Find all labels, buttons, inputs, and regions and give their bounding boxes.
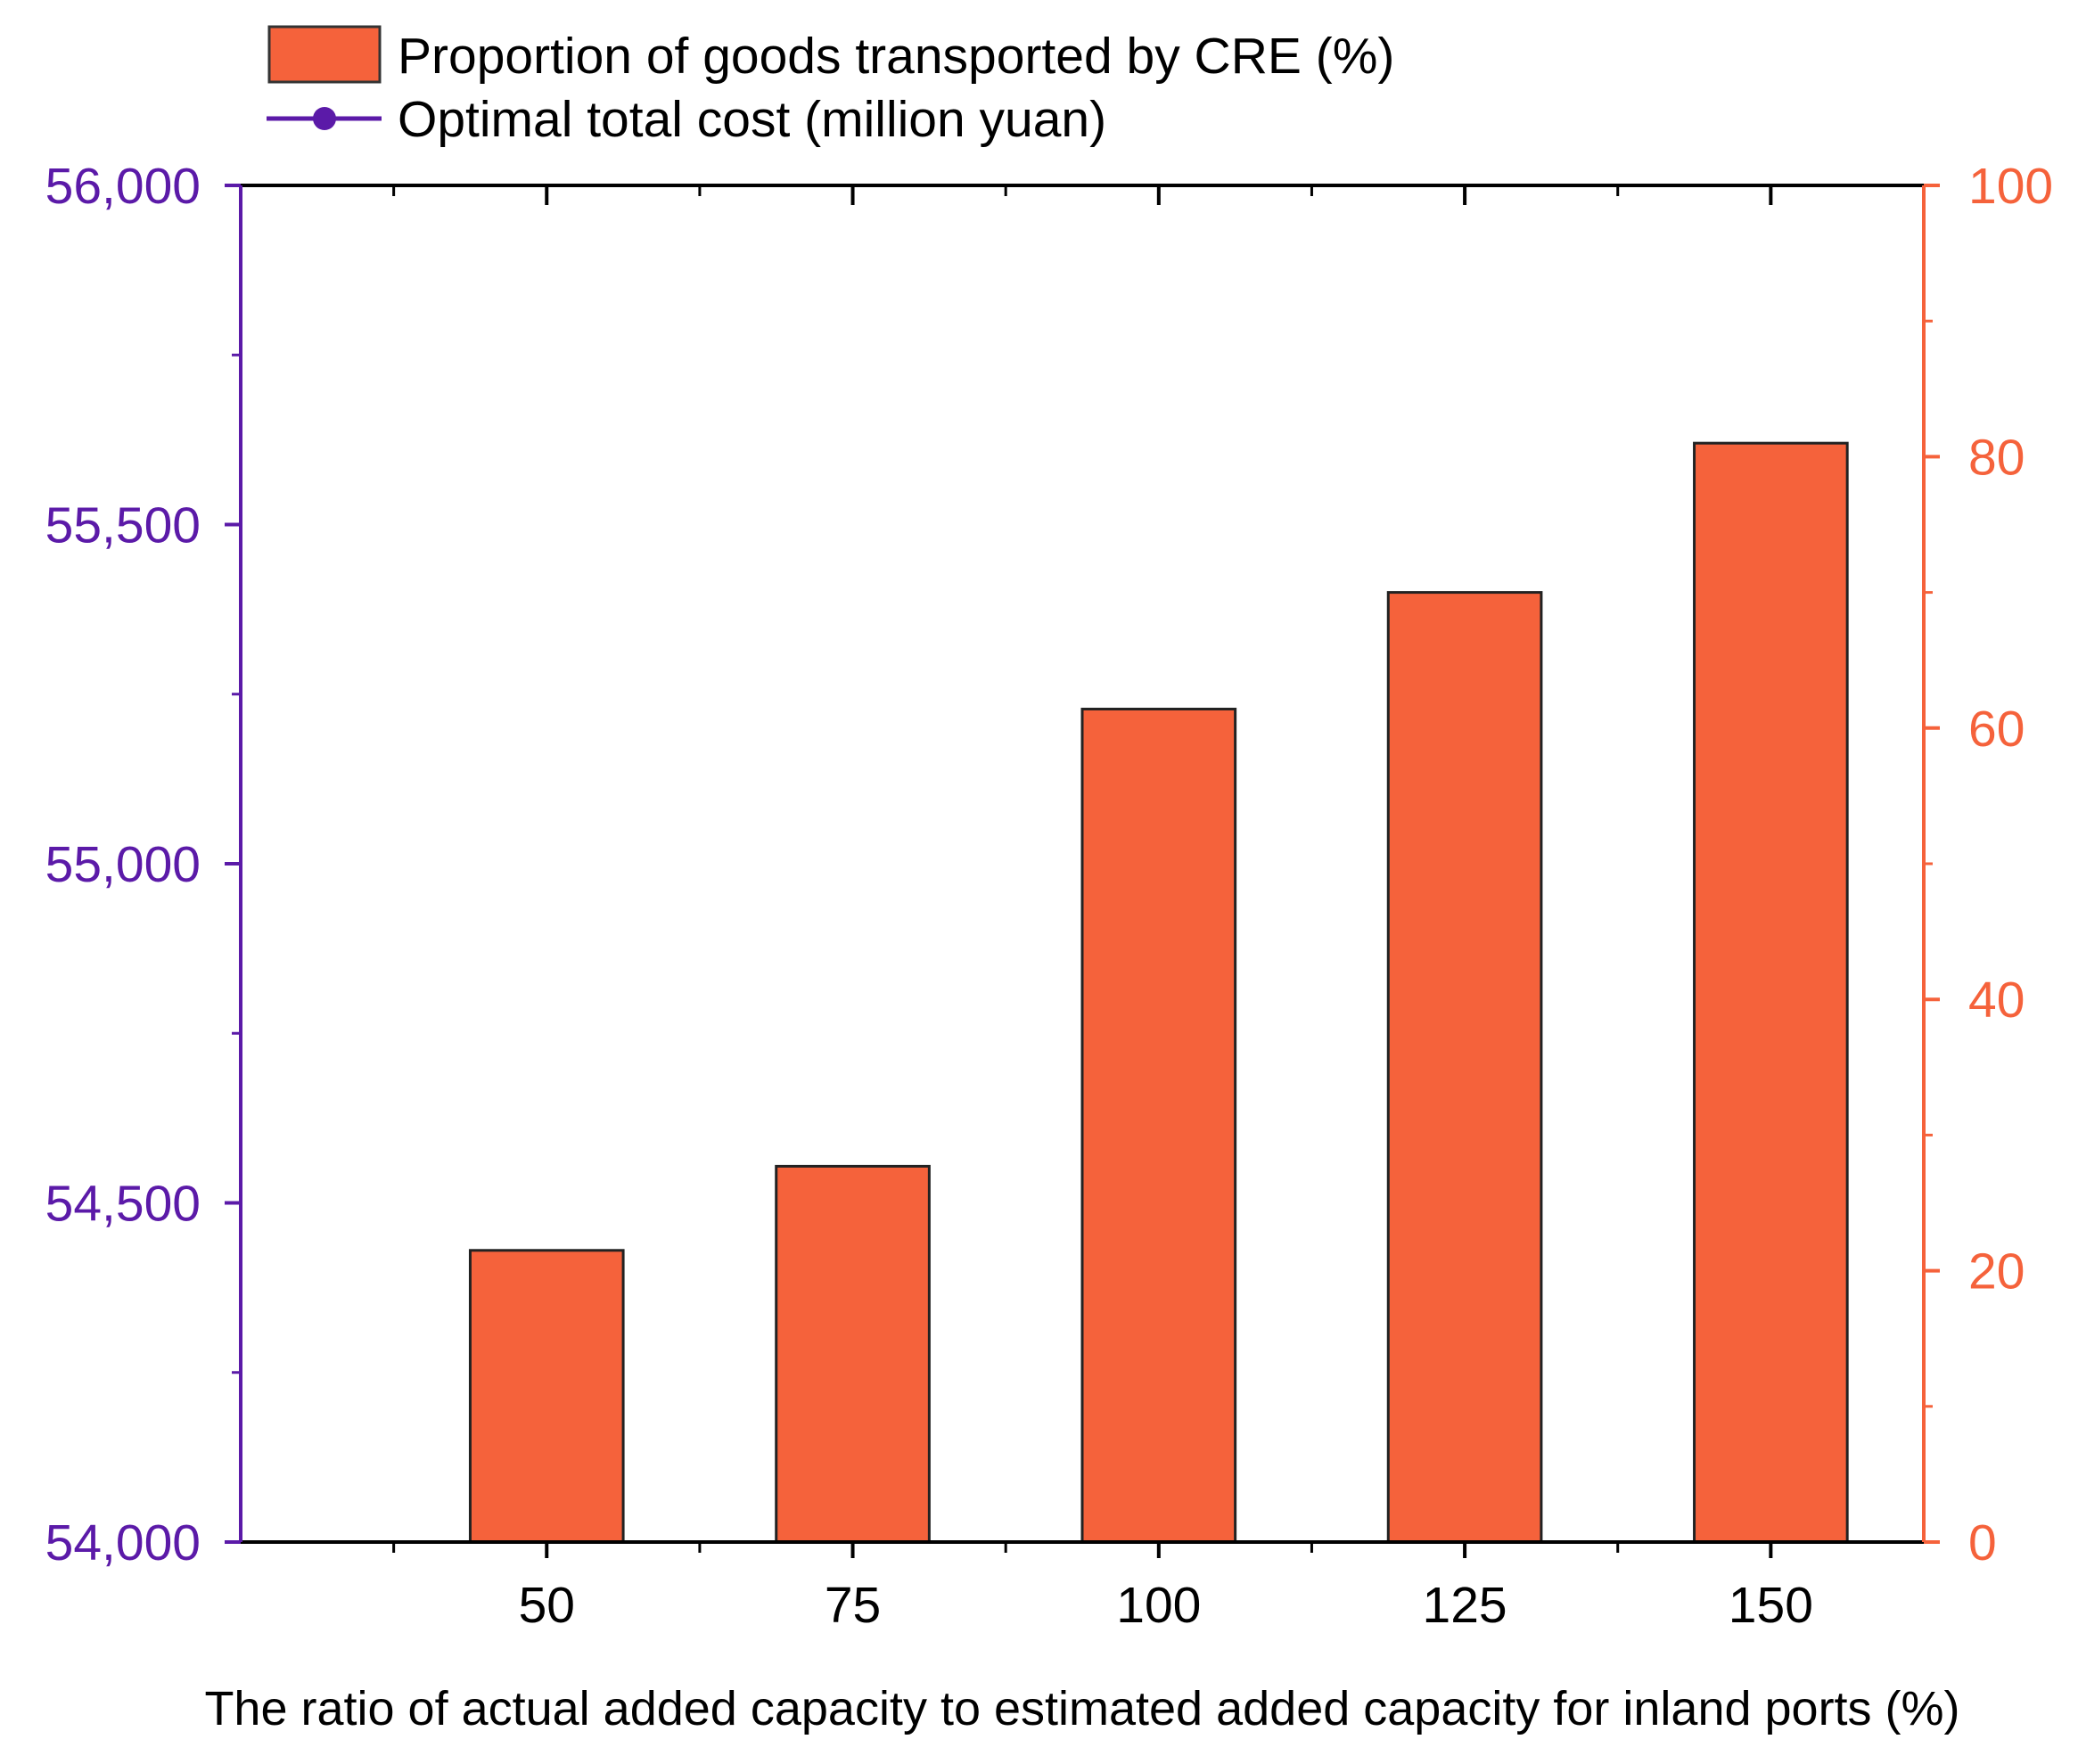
x-tick-label: 50: [519, 1577, 575, 1634]
right-tick-label: 100: [1968, 158, 2053, 215]
right-tick-label: 20: [1968, 1243, 2025, 1300]
legend-bar-label: Proportion of goods transported by CRE (…: [398, 28, 1394, 85]
right-tick-label: 80: [1968, 429, 2025, 486]
right-tick-label: 0: [1968, 1514, 1997, 1571]
bars: [468, 441, 1849, 1544]
right-tick-label: 40: [1968, 972, 2025, 1029]
bar-50: [468, 1249, 625, 1544]
bar-100: [1080, 707, 1237, 1544]
left-tick-label: 54,000: [45, 1514, 201, 1571]
x-tick-label: 100: [1116, 1577, 1201, 1634]
legend: Proportion of goods transported by CRE (…: [267, 25, 1394, 148]
left-tick-label: 54,500: [45, 1176, 201, 1233]
x-tick-label: 75: [825, 1577, 881, 1634]
legend-line-label: Optimal total cost (million yuan): [398, 91, 1106, 148]
bar-150: [1693, 441, 1849, 1544]
x-tick-label: 125: [1423, 1577, 1507, 1634]
left-tick-label: 55,500: [45, 497, 201, 554]
x-axis-ticks: 50 75 100 125 150: [392, 185, 1813, 1634]
bar-125: [1386, 591, 1543, 1544]
left-tick-label: 56,000: [45, 158, 201, 215]
bar-75: [775, 1164, 931, 1544]
left-tick-label: 55,000: [45, 836, 201, 893]
right-y-axis-ticks: 0 20 40 60 80 100: [1924, 158, 2053, 1571]
x-axis-title: The ratio of actual added capacity to es…: [204, 1682, 1959, 1735]
legend-bar-swatch: [267, 25, 382, 84]
x-tick-label: 150: [1729, 1577, 1813, 1634]
legend-line-marker: [313, 107, 336, 130]
left-y-axis-ticks: 54,000 54,500 55,000 55,500 56,000: [45, 158, 241, 1571]
right-tick-label: 60: [1968, 701, 2025, 758]
